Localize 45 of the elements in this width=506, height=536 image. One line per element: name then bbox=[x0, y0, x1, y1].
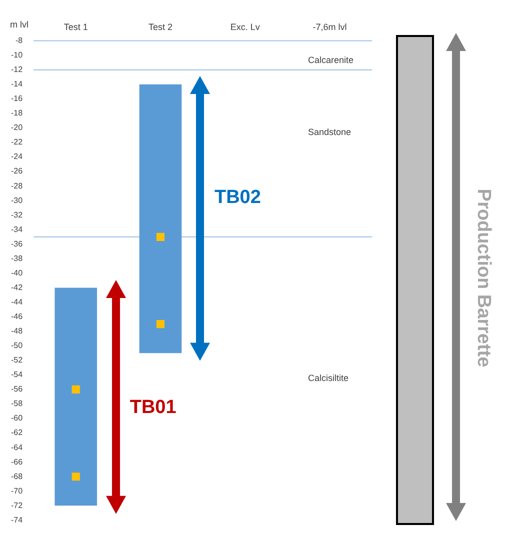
y-tick-label: -40 bbox=[11, 268, 24, 278]
y-tick-label: -10 bbox=[11, 50, 24, 60]
y-tick-label: -28 bbox=[11, 181, 24, 190]
y-tick-label: -50 bbox=[11, 341, 24, 350]
y-tick-label: -48 bbox=[11, 326, 24, 336]
y-axis-title: m lvl bbox=[10, 19, 28, 30]
x-tick-label: -7,6m lvl bbox=[312, 22, 347, 32]
y-tick-label: -70 bbox=[11, 486, 24, 496]
annotation: TB02 bbox=[214, 186, 261, 209]
y-tick-label: -54 bbox=[11, 370, 24, 380]
y-tick-label: -38 bbox=[11, 254, 24, 263]
y-tick-label: -32 bbox=[11, 210, 24, 220]
y-tick-label: -8 bbox=[15, 36, 24, 46]
y-tick-label: -68 bbox=[11, 472, 24, 481]
annotation: Calcarenite bbox=[308, 55, 354, 65]
x-tick-label: Exc. Lv bbox=[230, 22, 260, 32]
y-tick-label: -52 bbox=[11, 356, 24, 365]
y-tick-label: -26 bbox=[11, 166, 24, 176]
y-tick-label: -16 bbox=[11, 94, 24, 104]
y-tick-label: -60 bbox=[11, 414, 24, 423]
x-tick-label: Test 1 bbox=[64, 22, 88, 32]
y-tick-label: -30 bbox=[11, 196, 24, 205]
y-tick-label: -18 bbox=[11, 108, 24, 118]
y-tick-label: -56 bbox=[11, 384, 24, 394]
y-tick-label: -24 bbox=[11, 152, 24, 162]
x-tick-label: Test 2 bbox=[148, 22, 172, 32]
text: Production Barrette bbox=[472, 188, 494, 368]
annotation: TB01 bbox=[130, 396, 176, 419]
y-tick-label: -36 bbox=[11, 239, 24, 248]
annotation: Calcisiltite bbox=[308, 373, 349, 383]
y-tick-label: -64 bbox=[11, 442, 24, 452]
y-tick-label: -20 bbox=[11, 123, 24, 132]
y-tick-label: -66 bbox=[11, 457, 24, 466]
y-tick-label: -46 bbox=[11, 312, 24, 322]
y-tick-label: -12 bbox=[11, 65, 24, 74]
y-tick-label: -14 bbox=[11, 80, 24, 89]
y-tick-label: -72 bbox=[11, 500, 24, 510]
y-tick-label: -74 bbox=[11, 515, 24, 524]
annotation: Sandstone bbox=[308, 127, 352, 137]
y-tick-label: -34 bbox=[11, 224, 24, 234]
y-tick-label: -44 bbox=[11, 297, 24, 306]
y-tick-label: -22 bbox=[11, 138, 24, 147]
y-tick-label: -62 bbox=[11, 428, 24, 438]
y-tick-label: -58 bbox=[11, 399, 24, 408]
y-tick-label: -42 bbox=[11, 282, 24, 292]
